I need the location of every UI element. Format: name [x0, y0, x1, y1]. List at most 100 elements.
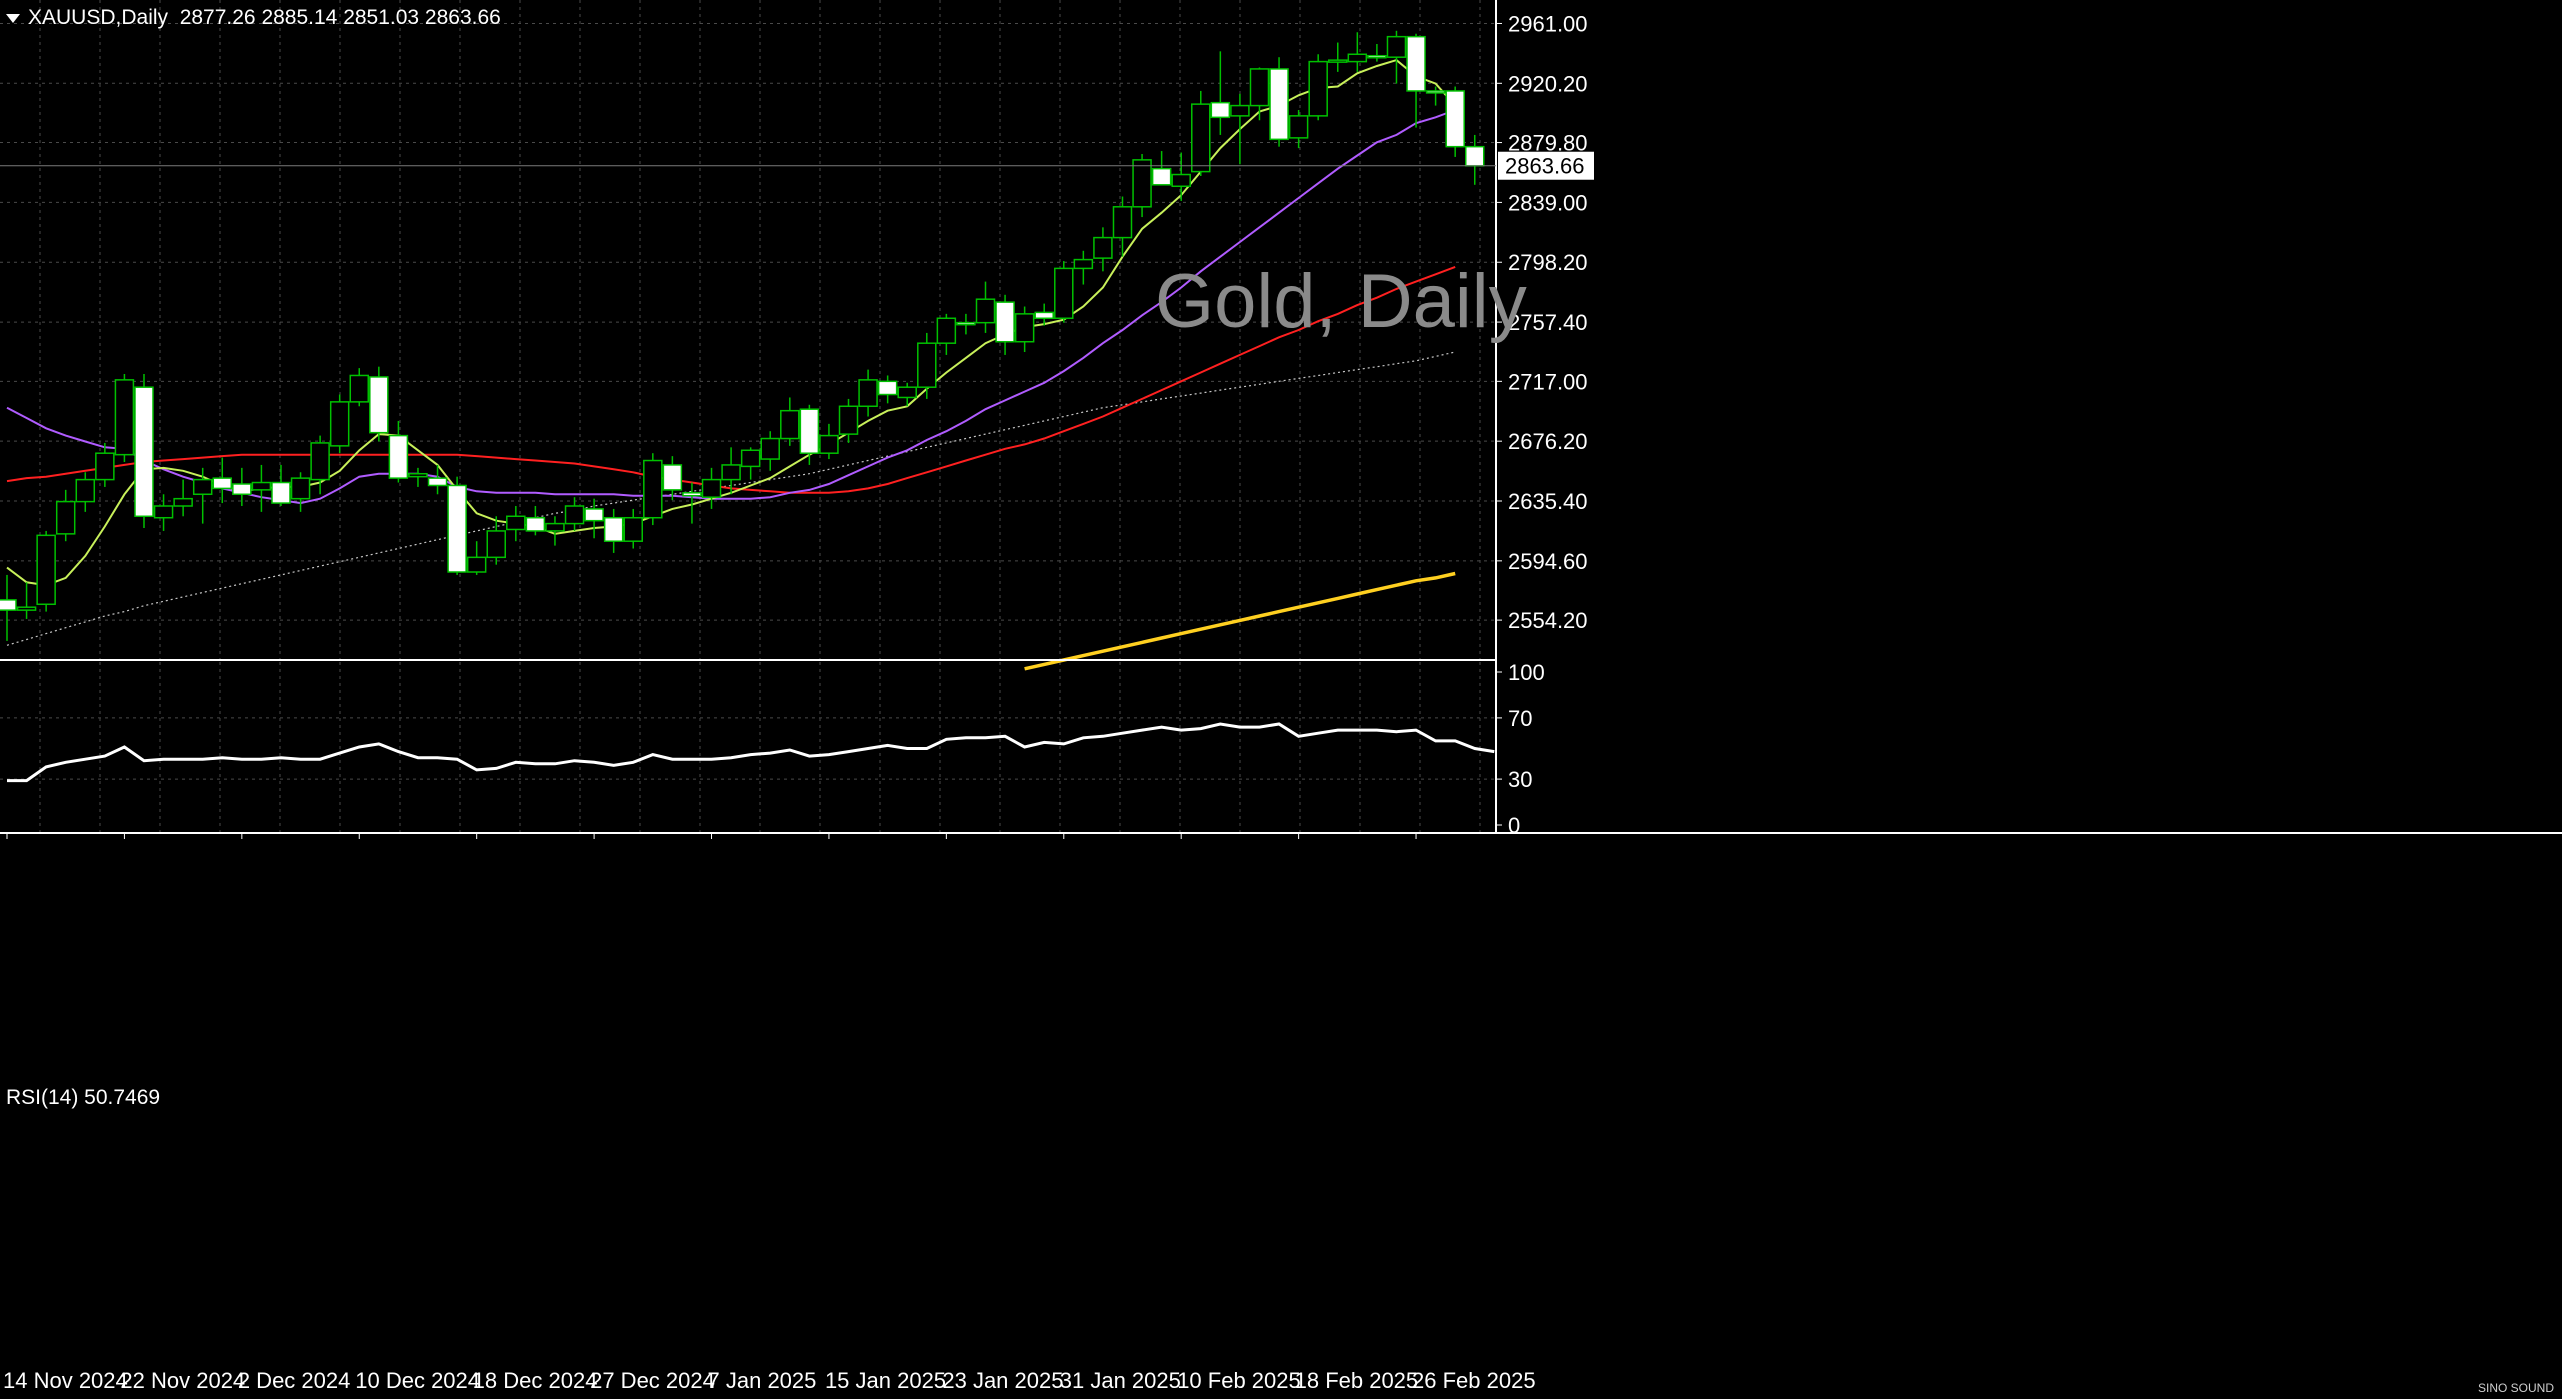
candle	[1014, 306, 1035, 352]
candle-body	[310, 442, 330, 481]
candle-body	[251, 481, 272, 491]
candle-body	[1288, 115, 1309, 139]
candle-body	[1014, 313, 1035, 343]
candle-body	[760, 437, 780, 460]
candle	[819, 423, 839, 460]
candle-body	[271, 481, 291, 504]
candle-body	[897, 386, 917, 399]
candle-body	[349, 374, 370, 403]
candle-body	[0, 599, 17, 611]
candle-body	[584, 508, 604, 522]
candle	[780, 397, 800, 446]
candle-body	[212, 477, 233, 490]
rsi-tick-label: 30	[1508, 767, 1532, 792]
candle-body	[329, 401, 350, 447]
x-tick-label: 2 Dec 2024	[238, 1368, 351, 1393]
candle	[623, 508, 643, 549]
candle	[466, 541, 487, 575]
candle	[721, 447, 741, 495]
candle-body	[408, 472, 428, 478]
candle	[408, 467, 428, 487]
candle-body	[232, 483, 252, 496]
candle	[1171, 152, 1191, 201]
candle-body	[192, 478, 213, 496]
candle	[1425, 86, 1446, 106]
candle-body	[1249, 68, 1270, 107]
candle	[1367, 44, 1387, 62]
candle	[1445, 86, 1465, 157]
candle-body	[95, 452, 115, 481]
candle	[388, 420, 409, 483]
symbol-label: XAUUSD,Daily	[28, 6, 169, 29]
candle-body	[1191, 103, 1211, 173]
x-tick-label: 15 Jan 2025	[825, 1368, 946, 1393]
x-tick-label: 10 Feb 2025	[1177, 1368, 1301, 1393]
candle-body	[819, 434, 839, 454]
candle	[16, 582, 37, 619]
candle-body	[623, 516, 643, 542]
chart-watermark: Gold, Daily	[1155, 259, 1527, 344]
candle	[1034, 303, 1054, 326]
x-tick-label: 26 Feb 2025	[1412, 1368, 1536, 1393]
ohlc-values: 2877.26 2885.14 2851.03 2863.66	[179, 6, 501, 29]
chart-header: XAUUSD,Daily 2877.26 2885.14 2851.03 286…	[6, 6, 501, 30]
candle	[545, 516, 565, 546]
candle	[564, 497, 585, 531]
candle	[192, 467, 213, 524]
candle	[838, 398, 859, 443]
candle-body	[173, 497, 193, 507]
candle	[877, 375, 898, 404]
candle	[956, 313, 976, 335]
y-tick-label: 2879.80	[1508, 131, 1588, 156]
candle	[310, 435, 330, 495]
candle-body	[1132, 159, 1152, 208]
candle-body	[545, 522, 565, 532]
x-tick-label: 27 Dec 2024	[590, 1368, 715, 1393]
candle-body	[858, 379, 878, 408]
dropdown-triangle-icon[interactable]	[6, 13, 20, 23]
candle-body	[956, 321, 976, 326]
candle-body	[838, 405, 859, 435]
candle	[1288, 110, 1309, 149]
x-tick-label: 7 Jan 2025	[708, 1368, 817, 1393]
candle	[1230, 93, 1250, 165]
candle	[1347, 32, 1368, 72]
candle	[858, 369, 878, 417]
candle	[936, 313, 957, 355]
candle	[917, 332, 937, 399]
x-tick-label: 14 Nov 2024	[3, 1368, 128, 1393]
candle	[232, 467, 252, 506]
candle-body	[662, 464, 683, 491]
candle-body	[975, 298, 996, 324]
candle-body	[917, 342, 937, 388]
candle	[486, 516, 506, 565]
y-tick-label: 2717.00	[1508, 369, 1588, 394]
candle	[1249, 67, 1270, 121]
candle-body	[388, 434, 409, 479]
candlestick-series[interactable]	[0, 30, 1485, 641]
candle	[584, 498, 604, 539]
candle-body	[564, 505, 585, 525]
candle	[975, 281, 996, 333]
y-tick-label: 2798.20	[1508, 250, 1588, 275]
candle-body	[1054, 267, 1074, 320]
candle-body	[1308, 60, 1328, 117]
candle-body	[1386, 35, 1407, 58]
rsi-label: RSI(14) 50.7469	[6, 1086, 161, 1109]
candle-body	[16, 606, 37, 611]
candle-body	[290, 477, 311, 500]
candle-body	[1328, 59, 1348, 63]
candle-body	[1347, 53, 1368, 63]
candle	[251, 464, 272, 512]
candle-body	[1093, 236, 1113, 259]
rsi-line	[7, 722, 1495, 783]
candle	[447, 476, 467, 575]
y-tick-label: 2757.40	[1508, 310, 1588, 335]
candle	[290, 472, 311, 512]
candle-body	[447, 484, 467, 573]
y-tick-label: 2554.20	[1508, 608, 1588, 633]
candle-body	[1269, 68, 1289, 141]
candle	[1308, 54, 1328, 121]
